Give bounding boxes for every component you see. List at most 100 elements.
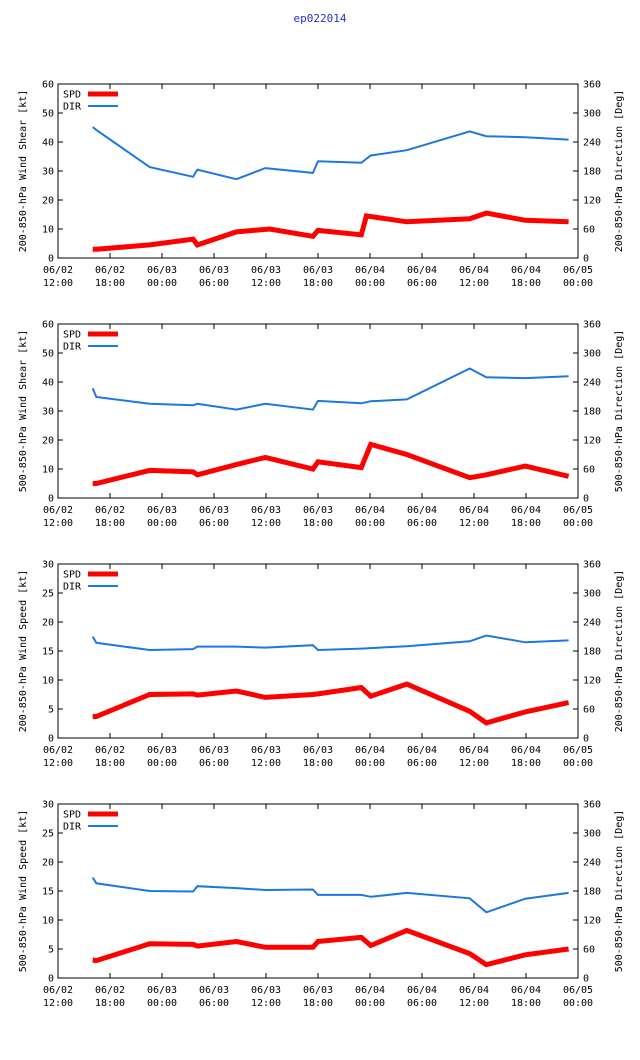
right-tick-label: 0 (583, 734, 589, 745)
plot-frame (57, 803, 579, 979)
left-tick-label: 20 (42, 436, 54, 447)
x-tick-label-date: 06/04 (511, 985, 541, 996)
x-tick-label-time: 12:00 (459, 278, 489, 289)
right-tick-label: 360 (583, 560, 601, 571)
x-tick-label-date: 06/04 (355, 985, 385, 996)
x-tick-label-time: 12:00 (43, 518, 73, 529)
x-tick-label-time: 06:00 (199, 998, 229, 1009)
spd-series-line (92, 210, 569, 252)
right-tick-label: 0 (583, 974, 589, 985)
left-tick-label: 30 (42, 407, 54, 418)
x-tick-label-time: 18:00 (303, 518, 333, 529)
left-tick-label: 5 (48, 945, 54, 956)
x-tick-label-date: 06/04 (407, 985, 437, 996)
x-tick-label-time: 12:00 (251, 758, 281, 769)
x-tick-label-date: 06/05 (563, 505, 593, 516)
x-tick-label-time: 18:00 (95, 758, 125, 769)
right-tick-label: 360 (583, 320, 601, 331)
x-tick-label-date: 06/03 (147, 505, 177, 516)
y2-axis-title: 200-850-hPa Direction [Deg] (614, 570, 625, 733)
x-tick-label-time: 06:00 (407, 758, 437, 769)
left-tick-label: 15 (42, 647, 54, 658)
left-tick-label: 10 (42, 916, 54, 927)
right-tick-label: 180 (583, 647, 601, 658)
left-tick-label: 25 (42, 589, 54, 600)
chart-panel-1: 0 10 20 30 40 50 60 0 60 120 180 240 300 360 06/02 12:0… (18, 80, 625, 290)
x-tick-label-time: 00:00 (355, 998, 385, 1009)
y-axis-title: 500-850-hPa Wind Shear [kt] (18, 330, 29, 493)
x-tick-label-time: 12:00 (251, 278, 281, 289)
x-tick-label-time: 18:00 (511, 758, 541, 769)
x-tick-label-date: 06/04 (355, 505, 385, 516)
x-tick-label-time: 12:00 (251, 998, 281, 1009)
y2-axis-title: 500-850-hPa Direction [Deg] (614, 810, 625, 973)
x-tick-label-time: 18:00 (511, 998, 541, 1009)
x-tick-label-time: 00:00 (147, 758, 177, 769)
legend-label-spd: SPD (63, 810, 81, 821)
left-tick-label: 10 (42, 225, 54, 236)
x-tick-label-date: 06/03 (147, 745, 177, 756)
dir-series-line (91, 367, 569, 411)
x-tick-label-time: 18:00 (303, 758, 333, 769)
x-tick-label-date: 06/04 (459, 745, 489, 756)
spd-series-line (92, 927, 569, 968)
right-tick-label: 300 (583, 109, 601, 120)
x-tick-label-time: 12:00 (459, 518, 489, 529)
right-tick-label: 300 (583, 589, 601, 600)
dir-series-line (91, 876, 569, 914)
x-tick-label-date: 06/04 (355, 745, 385, 756)
left-tick-label: 40 (42, 378, 54, 389)
left-tick-label: 20 (42, 858, 54, 869)
x-tick-label-time: 00:00 (563, 278, 593, 289)
x-tick-label-time: 00:00 (355, 278, 385, 289)
x-tick-label-date: 06/04 (459, 985, 489, 996)
right-tick-label: 0 (583, 254, 589, 265)
x-tick-label-date: 06/02 (95, 265, 125, 276)
x-tick-label-time: 18:00 (95, 518, 125, 529)
y-axis-title: 200-850-hPa Wind Shear [kt] (18, 90, 29, 253)
legend-label-dir: DIR (63, 102, 82, 113)
left-tick-label: 30 (42, 560, 54, 571)
left-tick-label: 40 (42, 138, 54, 149)
right-tick-label: 240 (583, 618, 601, 629)
x-tick-label-time: 06:00 (407, 998, 437, 1009)
right-tick-label: 300 (583, 829, 601, 840)
y-axis-title: 200-850-hPa Wind Speed [kt] (18, 570, 29, 733)
left-tick-label: 0 (48, 734, 54, 745)
y2-axis-title: 500-850-hPa Direction [Deg] (614, 330, 625, 493)
x-tick-label-time: 12:00 (43, 278, 73, 289)
x-tick-label-date: 06/02 (43, 745, 73, 756)
right-tick-label: 180 (583, 887, 601, 898)
x-tick-label-date: 06/03 (251, 985, 281, 996)
right-tick-label: 0 (583, 494, 589, 505)
left-tick-label: 15 (42, 887, 54, 898)
x-tick-label-date: 06/03 (147, 985, 177, 996)
legend-label-dir: DIR (63, 582, 82, 593)
right-tick-label: 120 (583, 196, 601, 207)
x-tick-label-time: 18:00 (511, 278, 541, 289)
left-tick-label: 10 (42, 676, 54, 687)
left-tick-label: 25 (42, 829, 54, 840)
right-tick-label: 60 (583, 465, 595, 476)
x-tick-label-time: 06:00 (407, 278, 437, 289)
x-tick-label-time: 12:00 (43, 998, 73, 1009)
spd-series-line (92, 681, 570, 726)
x-tick-label-date: 06/03 (147, 265, 177, 276)
x-tick-label-date: 06/02 (95, 505, 125, 516)
x-tick-label-date: 06/04 (511, 745, 541, 756)
x-tick-label-time: 00:00 (563, 998, 593, 1009)
right-tick-label: 180 (583, 167, 601, 178)
x-tick-label-date: 06/02 (95, 985, 125, 996)
right-tick-label: 300 (583, 349, 601, 360)
x-tick-label-time: 00:00 (147, 278, 177, 289)
x-tick-label-time: 12:00 (43, 758, 73, 769)
left-tick-label: 0 (48, 494, 54, 505)
x-tick-label-date: 06/03 (303, 985, 333, 996)
x-tick-label-date: 06/05 (563, 265, 593, 276)
x-tick-label-time: 18:00 (303, 998, 333, 1009)
x-tick-label-date: 06/04 (407, 265, 437, 276)
x-tick-label-date: 06/03 (199, 265, 229, 276)
left-tick-label: 20 (42, 196, 54, 207)
x-tick-label-time: 00:00 (355, 758, 385, 769)
